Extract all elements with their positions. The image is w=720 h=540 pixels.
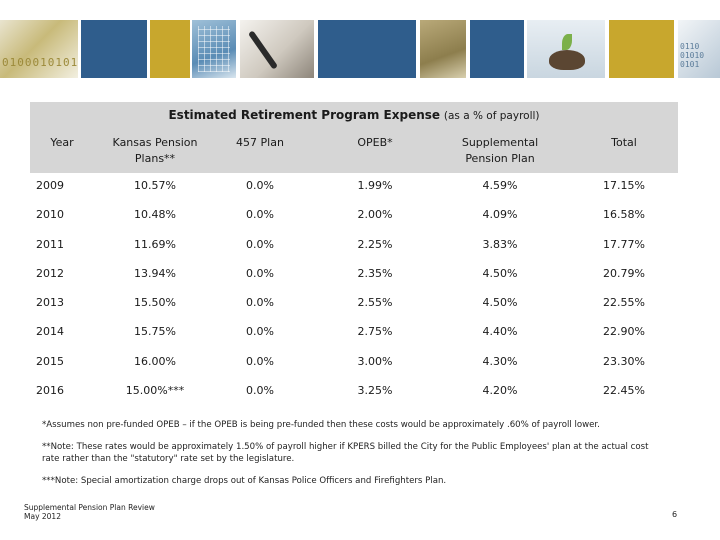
column-header-total: Total xyxy=(611,136,637,149)
table-cell: 17.15% xyxy=(603,179,645,192)
table-title: Estimated Retirement Program Expense (as… xyxy=(30,108,678,122)
table-cell: 16.00% xyxy=(134,354,176,368)
table-row: 2014 15.75% 0.0% 2.75% 4.40% 22.90% xyxy=(30,319,678,348)
table-cell: 2.55% xyxy=(357,296,393,310)
table-cell: 2.25% xyxy=(357,237,393,251)
table-cell: 4.50% xyxy=(482,266,518,280)
banner-image-digits: 0100010101 xyxy=(0,20,78,78)
table-cell: 16.58% xyxy=(603,208,645,222)
footnotes: *Assumes non pre-funded OPEB – if the OP… xyxy=(42,419,662,497)
column-header-opeb: OPEB* xyxy=(357,136,393,149)
banner-image-digits-right: 0110 01010 0101 xyxy=(678,20,720,78)
footer-date: May 2012 xyxy=(24,512,61,521)
table-title-sub: (as a % of payroll) xyxy=(443,110,540,122)
table-cell: 4.40% xyxy=(482,325,518,339)
banner-tile-blue xyxy=(470,20,524,78)
table-cell: 0.0% xyxy=(246,384,274,398)
table-cell: 2011 xyxy=(36,237,64,251)
footnote-opeb: *Assumes non pre-funded OPEB – if the OP… xyxy=(42,420,600,430)
table-cell: 2015 xyxy=(36,354,64,368)
table-row: 2015 16.00% 0.0% 3.00% 4.30% 23.30% xyxy=(30,349,678,378)
table-cell: 22.55% xyxy=(603,296,645,310)
expense-table: Estimated Retirement Program Expense (as… xyxy=(30,102,678,407)
banner-image-writing-hand xyxy=(240,20,314,78)
column-header-457-plan: 457 Plan xyxy=(236,136,284,149)
table-cell: 15.75% xyxy=(134,325,176,339)
table-cell: 4.30% xyxy=(482,354,518,368)
table-cell: 3.00% xyxy=(357,354,393,368)
column-header-supplemental: Supplemental Pension Plan xyxy=(461,136,539,165)
table-title-main: Estimated Retirement Program Expense xyxy=(168,108,441,122)
table-row: 2011 11.69% 0.0% 2.25% 3.83% 17.77% xyxy=(30,232,678,261)
table-cell: 0.0% xyxy=(246,296,274,310)
page-number: 6 xyxy=(672,510,678,519)
table-cell: 23.30% xyxy=(603,354,645,368)
table-row: 2013 15.50% 0.0% 2.55% 4.50% 22.55% xyxy=(30,290,678,319)
banner-image-building xyxy=(192,20,236,78)
table-cell: 0.0% xyxy=(246,266,274,280)
table-cell: 10.48% xyxy=(134,208,176,222)
table-cell: 3.83% xyxy=(482,237,518,251)
table-cell: 3.25% xyxy=(357,384,393,398)
banner-tile-blue xyxy=(81,20,147,78)
footer-title: Supplemental Pension Plan Review xyxy=(24,503,155,512)
table-header: Estimated Retirement Program Expense (as… xyxy=(30,102,678,173)
banner-digits-text-right: 0110 01010 0101 xyxy=(680,42,705,69)
table-cell: 4.50% xyxy=(482,296,518,310)
table-cell: 2.75% xyxy=(357,325,393,339)
table-cell: 15.50% xyxy=(134,296,176,310)
table-cell: 20.79% xyxy=(603,266,645,280)
table-cell: 0.0% xyxy=(246,354,274,368)
footnote-kpers: **Note: These rates would be approximate… xyxy=(42,442,649,464)
footer-caption: Supplemental Pension Plan Review May 201… xyxy=(24,503,155,521)
table-row: 2009 10.57% 0.0% 1.99% 4.59% 17.15% xyxy=(30,173,678,202)
banner-image-plant-hands xyxy=(527,20,605,78)
banner-digits-text: 0100010101 xyxy=(2,56,79,69)
table-cell: 0.0% xyxy=(246,237,274,251)
banner-image-money xyxy=(420,20,466,78)
table-cell: 2016 xyxy=(36,384,64,398)
footnote-amortization: ***Note: Special amortization charge dro… xyxy=(42,476,447,486)
table-cell: 4.59% xyxy=(482,179,518,192)
banner-tile-gold xyxy=(609,20,674,78)
table-cell: 0.0% xyxy=(246,325,274,339)
banner-tile-blue xyxy=(318,20,416,78)
table-cell: 2.00% xyxy=(357,208,393,222)
header-banner: 0100010101 0110 01010 0101 xyxy=(0,0,720,80)
table-cell: 2010 xyxy=(36,208,64,222)
table-cell: 4.09% xyxy=(482,208,518,222)
table-row: 2012 13.94% 0.0% 2.35% 4.50% 20.79% xyxy=(30,261,678,290)
table-cell: 22.45% xyxy=(603,384,645,398)
table-cell: 2013 xyxy=(36,296,64,310)
column-header-year: Year xyxy=(50,136,74,149)
table-cell: 10.57% xyxy=(134,179,176,192)
table-cell: 15.00%*** xyxy=(125,384,185,398)
table-cell: 13.94% xyxy=(134,266,176,280)
table-row: 2010 10.48% 0.0% 2.00% 4.09% 16.58% xyxy=(30,202,678,231)
table-row: 2016 15.00%*** 0.0% 3.25% 4.20% 22.45% xyxy=(30,378,678,407)
column-header-kansas-pension: Kansas Pension Plans** xyxy=(112,136,198,165)
table-cell: 1.99% xyxy=(357,179,393,192)
table-cell: 4.20% xyxy=(482,384,518,398)
table-cell: 11.69% xyxy=(134,237,176,251)
table-cell: 2.35% xyxy=(357,266,393,280)
table-cell: 2014 xyxy=(36,325,64,339)
table-cell: 2012 xyxy=(36,266,64,280)
table-cell: 0.0% xyxy=(246,208,274,222)
table-body: 2009 10.57% 0.0% 1.99% 4.59% 17.15% 2010 10.48%… xyxy=(30,173,678,407)
table-cell: 22.90% xyxy=(603,325,645,339)
table-cell: 17.77% xyxy=(603,237,645,251)
table-cell: 2009 xyxy=(36,179,64,192)
table-cell: 0.0% xyxy=(246,179,274,192)
banner-tile-gold xyxy=(150,20,190,78)
